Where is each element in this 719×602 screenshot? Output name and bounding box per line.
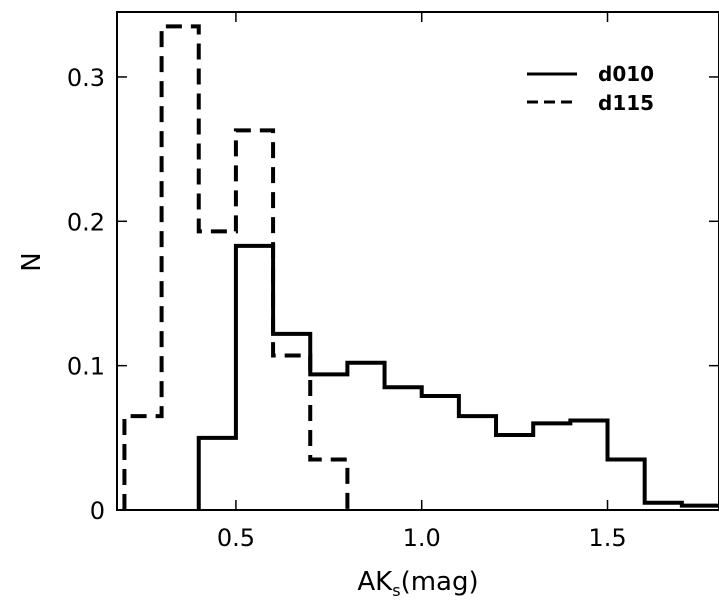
y-axis-label: N [17, 252, 47, 271]
series-layer [122, 24, 719, 510]
x-tick-label: 1.5 [588, 524, 626, 552]
x-axis-label-subscript: s [392, 581, 400, 600]
y-tick-label: 0.3 [67, 64, 105, 92]
legend-label-d010: d010 [598, 62, 654, 86]
series-line-d115 [122, 24, 350, 510]
x-tick-label: 1.0 [403, 524, 441, 552]
x-axis-label-main: AK [357, 567, 393, 597]
y-tick-label: 0.2 [67, 208, 105, 236]
x-axis-label-unit: (mag) [401, 567, 479, 597]
y-tick-label: 0 [90, 497, 105, 525]
series-line-d010 [196, 243, 719, 510]
legend: d010 d115 [527, 62, 654, 115]
tick-layer: 0.5 1.0 1.5 0 0.1 0.2 0.3 [67, 12, 719, 552]
y-tick-label: 0.1 [67, 353, 105, 381]
x-tick-label: 0.5 [217, 524, 255, 552]
legend-label-d115: d115 [598, 91, 654, 115]
plot-frame [116, 11, 719, 511]
x-axis-label: AKs(mag) [357, 567, 478, 600]
